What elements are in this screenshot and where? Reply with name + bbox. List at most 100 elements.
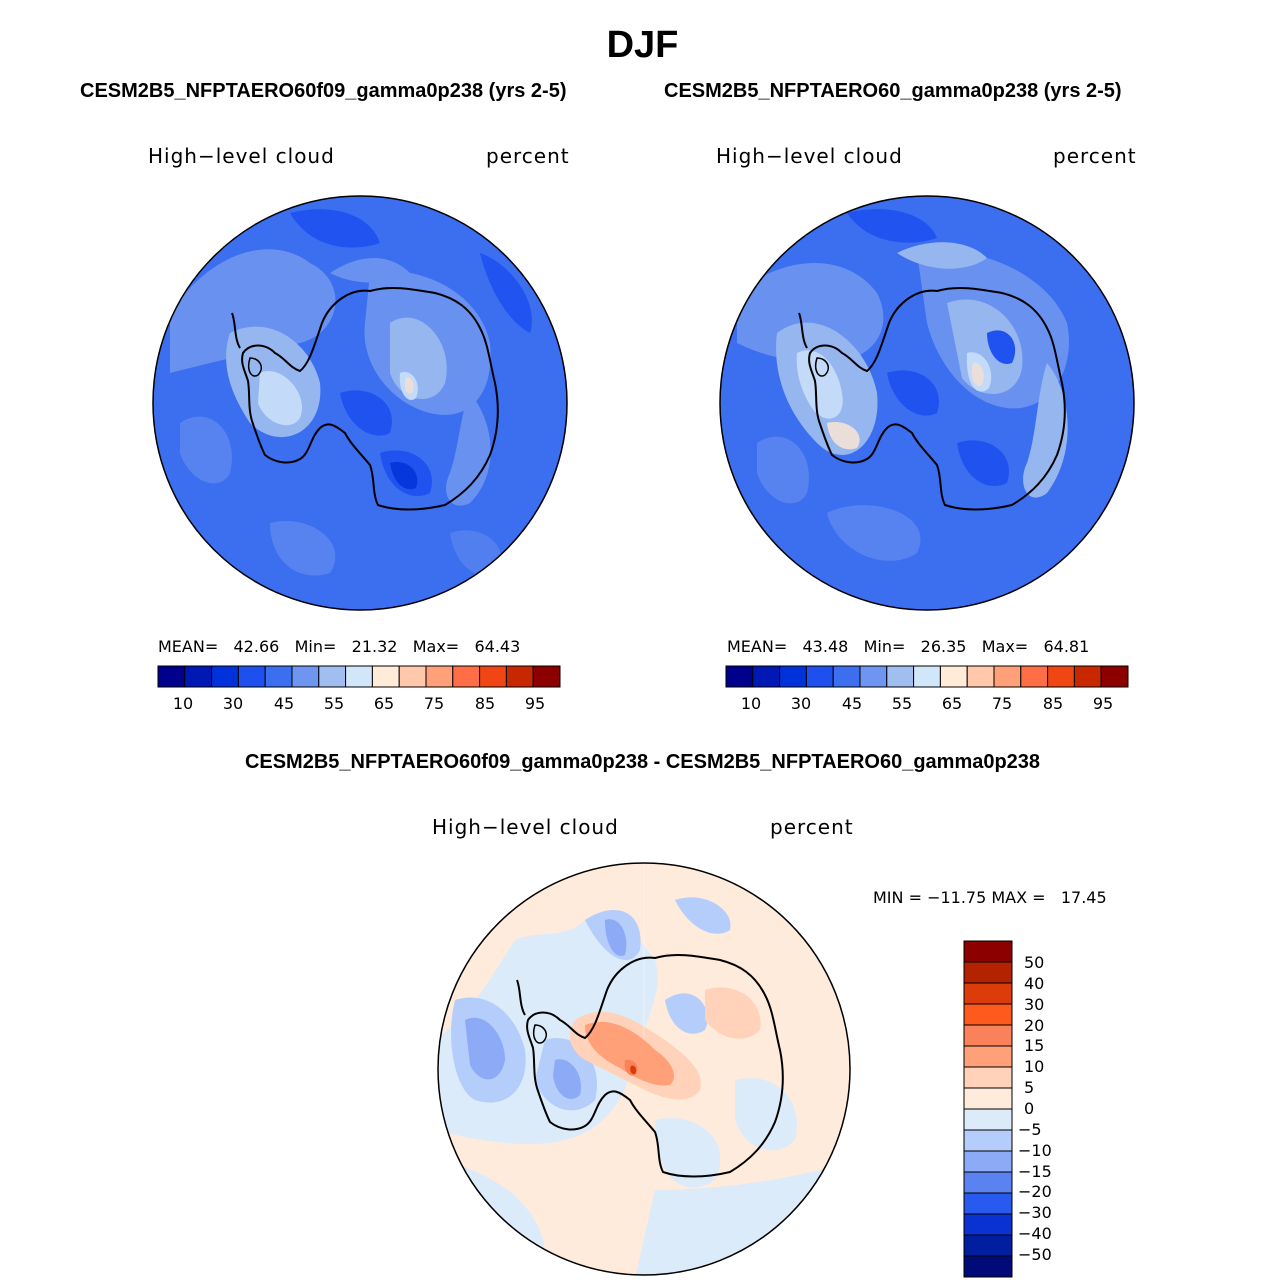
panel-2-colorbar	[725, 665, 1129, 688]
diff-tick: 5	[1024, 1078, 1035, 1097]
colorbar-swatch	[963, 1129, 1013, 1152]
panel-2-tick: 55	[891, 694, 913, 713]
diff-map	[437, 862, 851, 1276]
panel-2-tick: 85	[1042, 694, 1064, 713]
colorbar-swatch	[859, 665, 888, 688]
colorbar-swatch	[264, 665, 293, 688]
diff-tick: 20	[1024, 1016, 1045, 1035]
diff-colorbar	[963, 940, 1013, 1278]
panel-1-tick: 75	[423, 694, 445, 713]
colorbar-swatch	[532, 665, 561, 688]
panel-1-colorbar	[157, 665, 561, 688]
colorbar-swatch	[425, 665, 454, 688]
colorbar-swatch	[1047, 665, 1075, 688]
panel-1-case-title: CESM2B5_NFPTAERO60f09_gamma0p238 (yrs 2-…	[80, 80, 567, 102]
colorbar-swatch	[963, 1213, 1013, 1236]
panel-1-min-label: Min=	[294, 637, 337, 656]
colorbar-swatch	[479, 665, 507, 688]
panel-2-tick: 65	[941, 694, 963, 713]
diff-tick: −15	[1018, 1162, 1052, 1181]
panel-2-max-value: 64.81	[1043, 637, 1090, 656]
panel-2-map	[719, 195, 1135, 611]
colorbar-swatch	[913, 665, 941, 688]
panel-1-tick: 85	[474, 694, 496, 713]
colorbar-swatch	[371, 665, 400, 688]
panel-2-case-title: CESM2B5_NFPTAERO60_gamma0p238 (yrs 2-5)	[664, 80, 1122, 102]
panel-2-mean-value: 43.48	[802, 637, 849, 656]
colorbar-swatch	[211, 665, 239, 688]
colorbar-swatch	[963, 1108, 1013, 1131]
colorbar-swatch	[963, 1024, 1013, 1047]
colorbar-swatch	[963, 1045, 1013, 1068]
colorbar-swatch	[452, 665, 481, 688]
colorbar-swatch	[963, 1150, 1013, 1173]
colorbar-swatch	[505, 665, 534, 688]
panel-1-tick: 45	[273, 694, 295, 713]
colorbar-swatch	[963, 1192, 1013, 1215]
colorbar-swatch	[939, 665, 968, 688]
colorbar-swatch	[779, 665, 807, 688]
colorbar-swatch	[963, 1234, 1013, 1257]
diff-tick: 0	[1024, 1099, 1035, 1118]
diff-tick: −20	[1018, 1182, 1052, 1201]
panel-2-tick: 75	[991, 694, 1013, 713]
diff-tick: −10	[1018, 1141, 1052, 1160]
colorbar-swatch	[963, 961, 1013, 984]
diff-tick: −50	[1018, 1245, 1052, 1264]
colorbar-swatch	[805, 665, 834, 688]
panel-2-min-value: 26.35	[920, 637, 967, 656]
panel-1-map	[152, 195, 568, 611]
colorbar-swatch	[1020, 665, 1049, 688]
colorbar-swatch	[966, 665, 995, 688]
colorbar-swatch	[157, 665, 186, 688]
colorbar-swatch	[184, 665, 213, 688]
diff-tick: 10	[1024, 1057, 1045, 1076]
panel-2-units-label: percent	[1053, 144, 1137, 168]
diff-title: CESM2B5_NFPTAERO60f09_gamma0p238 - CESM2…	[244, 751, 1041, 773]
diff-tick: 15	[1024, 1036, 1045, 1055]
panel-1-tick: 10	[172, 694, 194, 713]
colorbar-swatch	[291, 665, 320, 688]
panel-1-mean-value: 42.66	[233, 637, 280, 656]
panel-1-tick: 65	[373, 694, 395, 713]
colorbar-swatch	[237, 665, 266, 688]
panel-1-variable-label: High−level cloud	[148, 144, 335, 168]
diff-units-label: percent	[770, 815, 854, 839]
panel-2-stats: MEAN= 43.48 Min= 26.35 Max= 64.81	[727, 637, 1089, 656]
panel-1-tick: 30	[222, 694, 244, 713]
panel-2-variable-label: High−level cloud	[716, 144, 903, 168]
diff-tick: 30	[1024, 995, 1045, 1014]
panel-2-mean-label: MEAN=	[727, 637, 788, 656]
colorbar-swatch	[832, 665, 861, 688]
diff-tick: 50	[1024, 953, 1045, 972]
panel-2-tick: 10	[740, 694, 762, 713]
colorbar-swatch	[398, 665, 427, 688]
panel-1-tick: 55	[323, 694, 345, 713]
colorbar-swatch	[963, 1255, 1013, 1278]
diff-tick: −40	[1018, 1224, 1052, 1243]
panel-1-stats: MEAN= 42.66 Min= 21.32 Max= 64.43	[158, 637, 520, 656]
panel-2-min-label: Min=	[863, 637, 906, 656]
colorbar-swatch	[963, 1087, 1013, 1110]
panel-1-max-value: 64.43	[474, 637, 521, 656]
colorbar-swatch	[963, 982, 1013, 1005]
colorbar-swatch	[963, 1066, 1013, 1089]
colorbar-swatch	[345, 665, 373, 688]
colorbar-swatch	[725, 665, 754, 688]
colorbar-swatch	[752, 665, 781, 688]
panel-2-tick: 45	[841, 694, 863, 713]
colorbar-swatch	[1073, 665, 1102, 688]
panel-1-mean-label: MEAN=	[158, 637, 219, 656]
panel-1-units-label: percent	[486, 144, 570, 168]
diff-tick: −30	[1018, 1203, 1052, 1222]
diff-tick: 40	[1024, 974, 1045, 993]
figure-title: DJF	[606, 24, 679, 66]
colorbar-swatch	[993, 665, 1022, 688]
diff-variable-label: High−level cloud	[432, 815, 619, 839]
panel-2-tick: 95	[1092, 694, 1114, 713]
diff-tick: −5	[1018, 1120, 1042, 1139]
panel-1-tick: 95	[524, 694, 546, 713]
colorbar-swatch	[1100, 665, 1129, 688]
panel-1-max-label: Max=	[412, 637, 460, 656]
colorbar-swatch	[963, 1003, 1013, 1026]
